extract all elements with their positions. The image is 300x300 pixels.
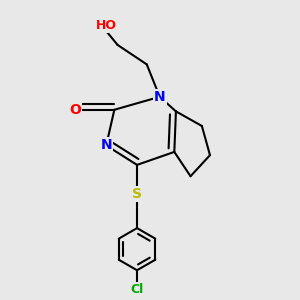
Text: S: S — [132, 187, 142, 201]
Text: N: N — [100, 138, 112, 152]
Text: HO: HO — [96, 19, 117, 32]
Text: Cl: Cl — [130, 283, 144, 296]
Text: O: O — [70, 103, 81, 117]
Text: N: N — [154, 90, 166, 104]
